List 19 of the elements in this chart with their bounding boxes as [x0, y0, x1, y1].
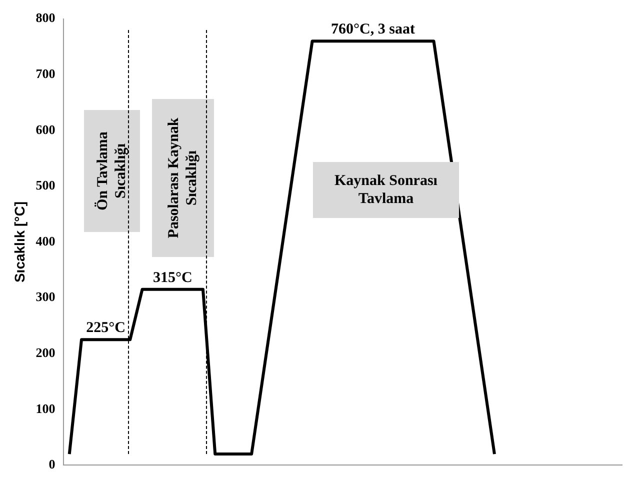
y-tick-label: 200: [36, 344, 56, 360]
annotation: 225°C: [86, 320, 126, 336]
annotation: Pasolarası Kaynak Sıcaklığı: [165, 116, 201, 240]
note-box: Kaynak Sonrası Tavlama: [313, 162, 459, 218]
y-tick-label: 400: [36, 233, 56, 248]
note-box: Ön Tavlama Sıcaklığı: [84, 110, 140, 232]
y-tick-label: 300: [36, 289, 56, 304]
note-box: Pasolarası Kaynak Sıcaklığı: [152, 99, 214, 257]
annotation: 760°C, 3 saat: [331, 21, 415, 38]
y-tick-label: 0: [48, 456, 56, 472]
y-tick-label: 800: [36, 10, 56, 26]
y-tick-label: 700: [36, 66, 56, 81]
y-tick-label: 100: [36, 400, 56, 416]
annotation: Kaynak Sonrası Tavlama: [334, 172, 438, 208]
y-axis-title: Sıcaklık [°C]: [11, 201, 28, 283]
y-tick-label: 500: [36, 178, 56, 193]
annotation: Ön Tavlama Sıcaklığı: [94, 130, 130, 212]
annotation: 315°C: [152, 270, 192, 286]
y-tick-label: 600: [36, 122, 56, 137]
